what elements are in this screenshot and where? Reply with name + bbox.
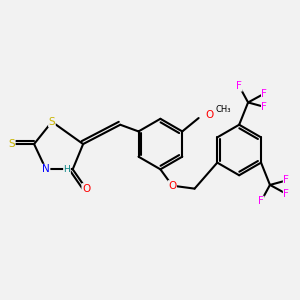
Text: CH₃: CH₃	[215, 105, 231, 114]
Text: O: O	[168, 181, 176, 191]
Text: S: S	[49, 117, 55, 127]
Text: F: F	[258, 196, 264, 206]
Text: H: H	[64, 165, 70, 174]
Text: F: F	[284, 189, 289, 199]
Text: N: N	[42, 164, 50, 174]
Text: F: F	[262, 88, 267, 98]
Text: S: S	[8, 139, 15, 149]
Text: F: F	[262, 102, 267, 112]
Text: F: F	[284, 176, 289, 185]
Text: O: O	[205, 110, 213, 120]
Text: O: O	[82, 184, 90, 194]
Text: F: F	[236, 81, 242, 91]
